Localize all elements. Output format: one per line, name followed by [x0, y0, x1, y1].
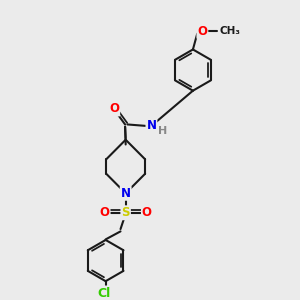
Text: O: O: [142, 206, 152, 219]
Text: N: N: [121, 187, 131, 200]
Text: H: H: [158, 126, 167, 136]
Text: O: O: [100, 206, 110, 219]
Text: N: N: [146, 119, 156, 132]
Text: O: O: [109, 103, 119, 116]
Text: S: S: [122, 206, 130, 219]
Text: Cl: Cl: [98, 287, 111, 300]
Text: O: O: [197, 25, 207, 38]
Text: CH₃: CH₃: [220, 26, 241, 36]
